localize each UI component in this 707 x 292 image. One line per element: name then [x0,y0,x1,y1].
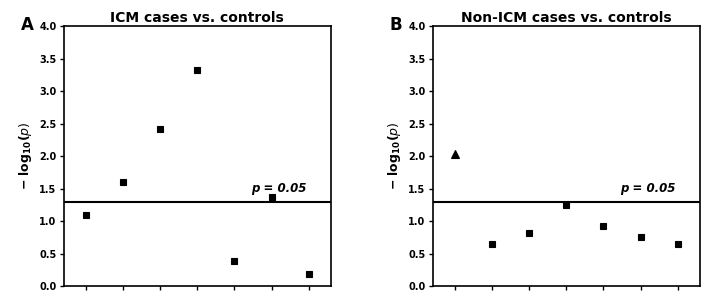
Y-axis label: $\mathbf{-\ log_{10}(\it{p})}$: $\mathbf{-\ log_{10}(\it{p})}$ [17,122,34,190]
Title: Non-ICM cases vs. controls: Non-ICM cases vs. controls [461,11,672,25]
Title: ICM cases vs. controls: ICM cases vs. controls [110,11,284,25]
Text: A: A [21,16,34,34]
Text: p = 0.05: p = 0.05 [621,182,676,195]
Text: B: B [390,16,402,34]
Text: p = 0.05: p = 0.05 [252,182,307,195]
Y-axis label: $\mathbf{-\ log_{10}(\it{p})}$: $\mathbf{-\ log_{10}(\it{p})}$ [386,122,403,190]
